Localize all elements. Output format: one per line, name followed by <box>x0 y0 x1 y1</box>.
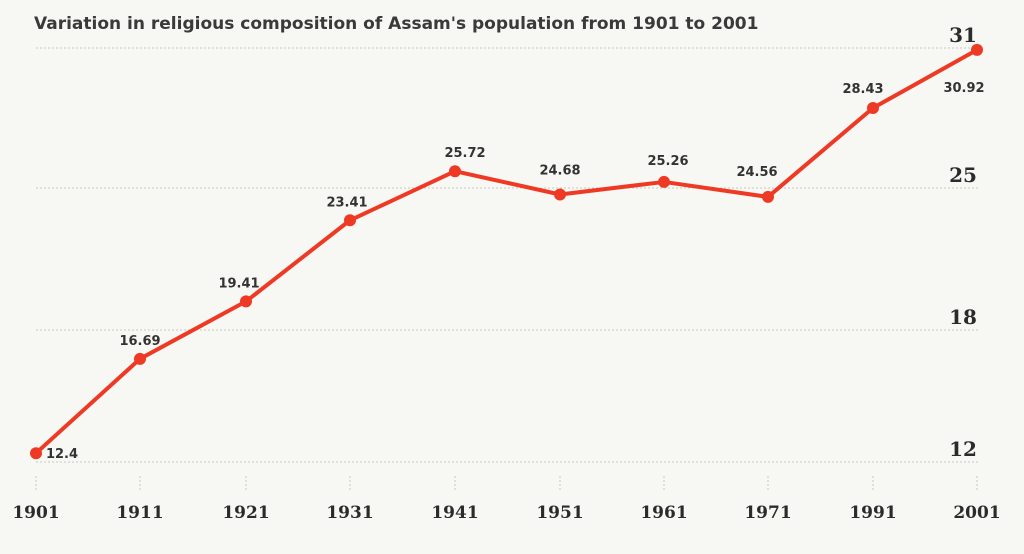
data-point[interactable] <box>762 190 774 203</box>
data-label: 25.26 <box>647 154 688 169</box>
data-point[interactable] <box>134 352 146 365</box>
y-tick-label: 18 <box>949 305 977 329</box>
data-point[interactable] <box>240 295 252 308</box>
data-label: 12.4 <box>46 447 78 462</box>
data-label: 24.56 <box>736 165 777 180</box>
data-point[interactable] <box>449 165 461 178</box>
series-line <box>34 47 979 456</box>
data-label: 24.68 <box>539 163 580 178</box>
data-point[interactable] <box>554 188 566 201</box>
x-tick-label: 1991 <box>849 503 896 523</box>
x-tick-label: 1961 <box>640 503 687 523</box>
x-tick-label: 1901 <box>12 503 59 523</box>
x-tick-label: 1941 <box>431 503 478 523</box>
x-tick-label: 1921 <box>222 503 269 523</box>
y-tick-label: 12 <box>949 437 977 461</box>
data-point[interactable] <box>658 175 670 188</box>
data-point[interactable] <box>867 101 879 114</box>
data-label: 25.72 <box>444 146 485 161</box>
x-tick-label: 1971 <box>744 503 791 523</box>
y-tick-label: 31 <box>949 23 977 47</box>
data-label: 16.69 <box>119 334 160 349</box>
data-point[interactable] <box>30 447 42 460</box>
x-tick-label: 2001 <box>953 503 1000 523</box>
chart-title: Variation in religious composition of As… <box>34 14 759 34</box>
data-label: 23.41 <box>326 195 367 210</box>
x-tick-label: 1911 <box>116 503 163 523</box>
data-label: 19.41 <box>218 276 259 291</box>
data-label: 30.92 <box>943 81 984 96</box>
data-point[interactable] <box>344 214 356 227</box>
x-tick-label: 1931 <box>326 503 373 523</box>
x-tick-label: 1951 <box>536 503 583 523</box>
y-tick-label: 25 <box>949 163 977 187</box>
data-label: 28.43 <box>842 82 883 97</box>
data-point[interactable] <box>971 43 983 56</box>
